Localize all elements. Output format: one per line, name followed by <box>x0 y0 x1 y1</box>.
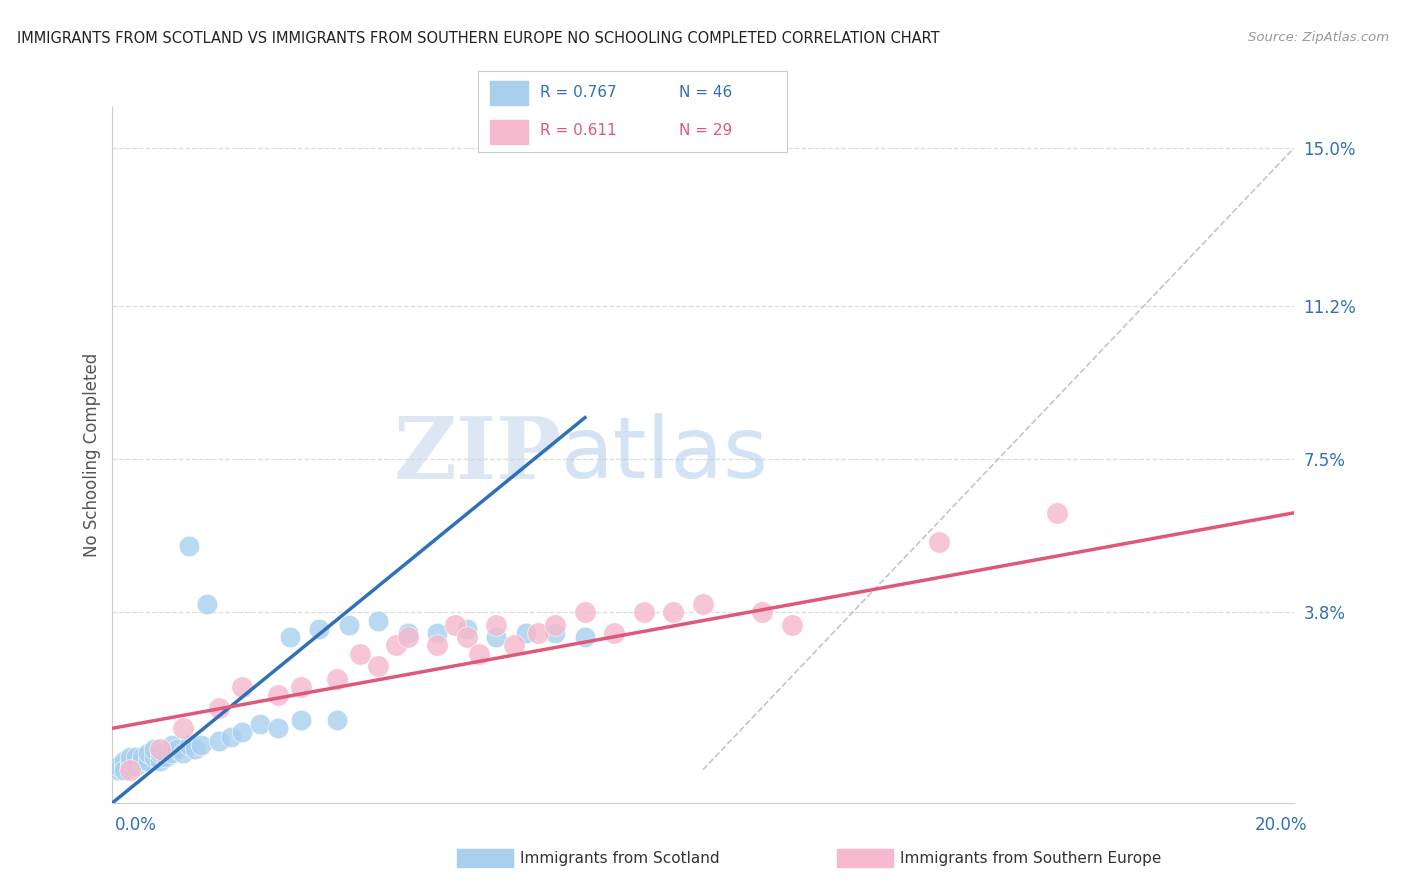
Point <box>149 755 172 769</box>
Point <box>751 605 773 619</box>
Text: 20.0%: 20.0% <box>1256 816 1308 834</box>
Point <box>662 605 685 619</box>
Point <box>603 626 626 640</box>
Point <box>149 746 172 760</box>
Point <box>107 758 129 772</box>
Text: Immigrants from Scotland: Immigrants from Scotland <box>520 851 720 865</box>
Point <box>160 738 183 752</box>
FancyBboxPatch shape <box>491 120 527 144</box>
Point <box>278 630 301 644</box>
Point <box>112 763 135 777</box>
Point <box>120 755 142 769</box>
Text: R = 0.611: R = 0.611 <box>540 123 616 138</box>
Text: N = 29: N = 29 <box>679 123 733 138</box>
Point <box>219 730 242 744</box>
Point <box>290 713 312 727</box>
Point <box>112 758 135 772</box>
Point <box>574 630 596 644</box>
Point <box>928 535 950 549</box>
Point <box>231 680 253 694</box>
Point <box>396 626 419 640</box>
Point <box>120 758 142 772</box>
Point <box>125 758 148 772</box>
Point <box>184 742 207 756</box>
Point <box>166 742 188 756</box>
Point <box>149 742 172 756</box>
Point <box>179 738 201 752</box>
Point <box>112 755 135 769</box>
Point <box>131 755 153 769</box>
Point <box>574 605 596 619</box>
Point <box>456 630 478 644</box>
Point <box>142 742 165 756</box>
Point <box>120 750 142 764</box>
Point <box>179 539 201 553</box>
Point <box>396 630 419 644</box>
Point <box>544 626 567 640</box>
Point <box>326 672 349 686</box>
Point <box>142 750 165 764</box>
Point <box>195 597 218 611</box>
Point <box>337 617 360 632</box>
Point <box>308 622 330 636</box>
Point <box>172 746 194 760</box>
Point <box>503 639 526 653</box>
Point <box>231 725 253 739</box>
Y-axis label: No Schooling Completed: No Schooling Completed <box>83 353 101 557</box>
Point <box>172 721 194 735</box>
Point <box>367 659 389 673</box>
Point <box>349 647 371 661</box>
Point <box>125 750 148 764</box>
Text: atlas: atlas <box>561 413 769 497</box>
Text: R = 0.767: R = 0.767 <box>540 85 616 100</box>
Point <box>444 617 467 632</box>
Point <box>120 763 142 777</box>
Text: 0.0%: 0.0% <box>115 816 157 834</box>
Point <box>456 622 478 636</box>
Point <box>208 700 231 714</box>
FancyBboxPatch shape <box>491 81 527 105</box>
Point <box>107 763 129 777</box>
Point <box>131 750 153 764</box>
Point <box>385 639 408 653</box>
Text: Source: ZipAtlas.com: Source: ZipAtlas.com <box>1249 31 1389 45</box>
Point <box>467 647 489 661</box>
Point <box>1046 506 1069 520</box>
Point <box>426 639 449 653</box>
Point <box>190 738 212 752</box>
Text: IMMIGRANTS FROM SCOTLAND VS IMMIGRANTS FROM SOUTHERN EUROPE NO SCHOOLING COMPLET: IMMIGRANTS FROM SCOTLAND VS IMMIGRANTS F… <box>17 31 939 46</box>
Point <box>249 717 271 731</box>
Point <box>485 617 508 632</box>
Point <box>485 630 508 644</box>
Point <box>155 750 177 764</box>
Point <box>515 626 537 640</box>
Text: Immigrants from Southern Europe: Immigrants from Southern Europe <box>900 851 1161 865</box>
Point <box>326 713 349 727</box>
Point <box>267 688 290 702</box>
Point <box>290 680 312 694</box>
Text: N = 46: N = 46 <box>679 85 733 100</box>
Text: ZIP: ZIP <box>394 413 561 497</box>
Point <box>136 746 159 760</box>
Point <box>208 733 231 747</box>
Point <box>136 755 159 769</box>
Point <box>544 617 567 632</box>
Point <box>426 626 449 640</box>
Point <box>367 614 389 628</box>
Point <box>267 721 290 735</box>
Point <box>160 746 183 760</box>
Point <box>692 597 714 611</box>
Point <box>780 617 803 632</box>
Point <box>526 626 548 640</box>
Point <box>633 605 655 619</box>
